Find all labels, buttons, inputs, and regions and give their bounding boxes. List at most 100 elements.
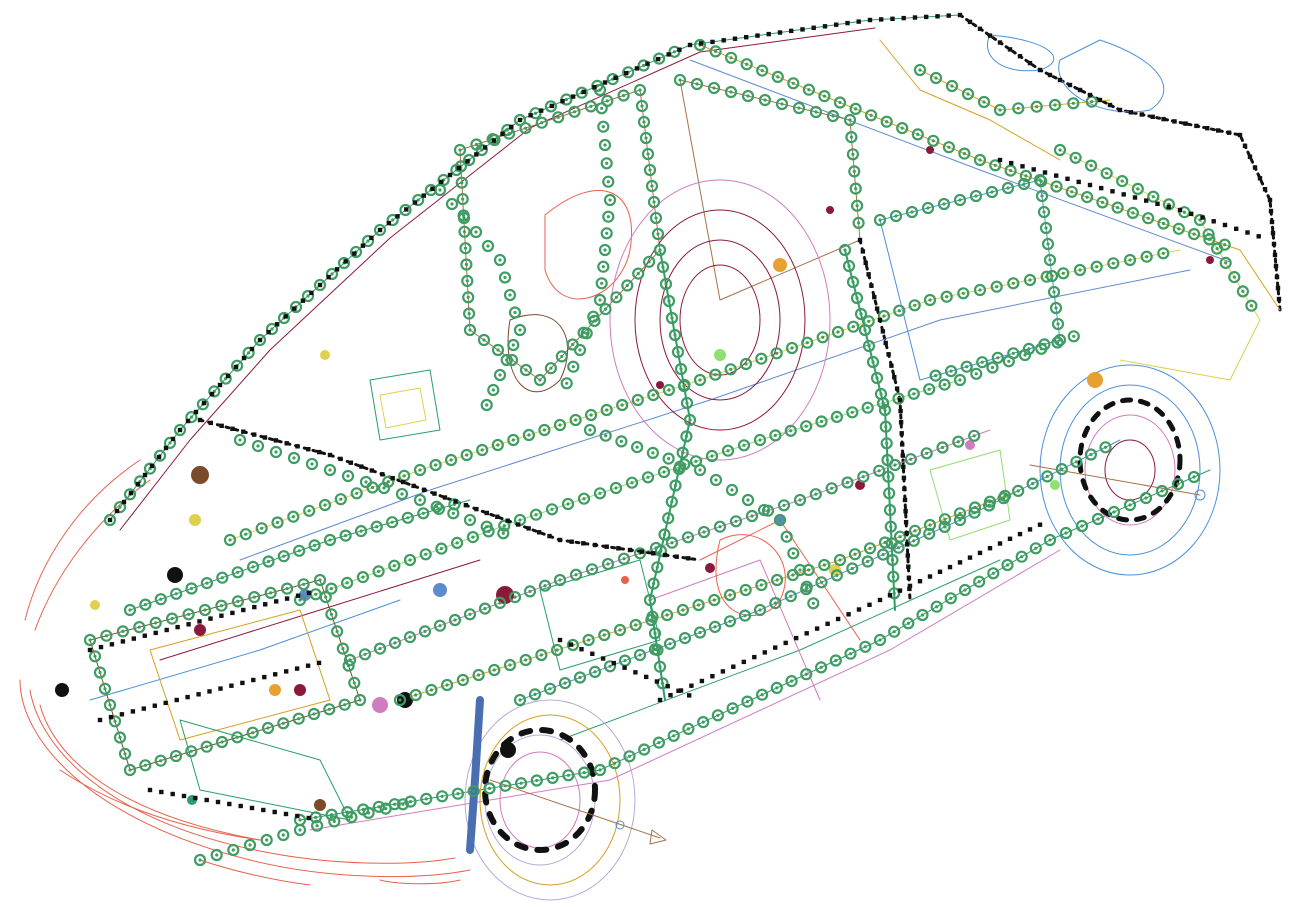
spot-weld-marker — [307, 707, 321, 721]
spot-weld-center — [882, 314, 886, 318]
spot-weld-marker — [800, 668, 813, 681]
spot-weld-center — [1064, 531, 1068, 535]
spot-weld-marker — [1001, 181, 1015, 195]
spot-weld-center — [867, 319, 871, 323]
connector-node — [689, 683, 694, 688]
connector-node — [1189, 211, 1194, 216]
spot-weld-center — [408, 558, 412, 562]
spot-weld-center — [920, 613, 925, 617]
spot-weld-marker — [892, 541, 905, 554]
spot-weld-marker — [769, 596, 782, 610]
spot-weld-center — [927, 532, 931, 536]
spot-weld-marker — [896, 122, 909, 135]
spot-weld-marker — [1049, 301, 1063, 315]
spot-weld-marker — [507, 338, 520, 352]
spot-weld-marker — [1041, 237, 1055, 251]
spot-weld-marker — [671, 345, 685, 359]
spot-weld-marker — [323, 703, 336, 716]
spot-weld-marker — [724, 363, 737, 376]
spot-weld-marker — [325, 608, 338, 621]
spot-weld-marker — [879, 420, 892, 433]
connector-node — [1177, 207, 1183, 213]
spot-weld-marker — [600, 403, 613, 417]
spot-weld-center — [603, 307, 608, 311]
spot-weld-marker — [503, 658, 517, 672]
spot-weld-center — [439, 547, 443, 551]
spot-weld-center — [329, 587, 333, 591]
spot-weld-marker — [1142, 212, 1155, 225]
spot-weld-marker — [617, 89, 630, 102]
spot-weld-center — [1074, 156, 1078, 160]
spot-weld-center — [315, 824, 319, 828]
connector-node — [1216, 128, 1221, 133]
spot-weld-marker — [738, 609, 752, 622]
spot-weld-center — [778, 518, 782, 522]
spot-weld-marker — [633, 547, 647, 560]
spot-weld-marker — [386, 213, 399, 227]
connector-node — [678, 688, 684, 693]
spot-weld-marker — [215, 599, 228, 612]
spot-weld-marker — [578, 766, 591, 779]
connector-node — [622, 665, 627, 670]
spot-weld-marker — [243, 838, 257, 852]
connector-node — [639, 549, 644, 554]
connector-node — [1257, 176, 1263, 181]
spot-weld-center — [713, 373, 717, 377]
spot-weld-marker — [678, 631, 692, 645]
spot-weld-center — [312, 712, 316, 716]
spot-weld-marker — [555, 350, 568, 363]
spot-weld-marker — [339, 529, 352, 542]
spot-weld-marker — [519, 363, 533, 377]
spot-weld-center — [636, 272, 640, 276]
spot-weld-marker — [858, 323, 872, 337]
spot-weld-center — [814, 110, 818, 114]
connector-node — [1031, 167, 1036, 172]
connector-node — [846, 612, 851, 617]
spot-weld-center — [991, 571, 995, 575]
spot-weld-center — [822, 94, 827, 98]
connector-node — [249, 805, 255, 811]
spot-weld-center — [871, 360, 875, 364]
connector-node — [1054, 173, 1059, 178]
spot-weld-center — [1054, 306, 1058, 310]
spot-weld-center — [625, 283, 629, 288]
spot-weld-center — [619, 439, 624, 443]
spot-weld-center — [451, 511, 455, 515]
connector-node — [880, 329, 886, 334]
spot-weld-center — [728, 593, 732, 597]
connector-node — [898, 420, 904, 425]
spot-weld-center — [1027, 347, 1031, 351]
spot-weld-marker — [800, 580, 813, 593]
connector-node — [856, 607, 862, 612]
spot-weld-center — [1103, 445, 1108, 449]
spot-weld-center — [564, 97, 569, 102]
connector-node — [924, 14, 929, 20]
spot-weld-center — [912, 392, 916, 396]
spot-weld-center — [400, 492, 404, 496]
connector-node — [897, 397, 903, 403]
spot-weld-marker — [697, 715, 710, 729]
connector-node — [1247, 154, 1253, 159]
spot-weld-center — [1006, 186, 1010, 190]
spot-weld-marker — [185, 582, 198, 595]
spot-weld-center — [956, 440, 960, 444]
connector-node — [633, 670, 638, 675]
spot-weld-center — [1144, 496, 1148, 500]
connector-node — [147, 787, 153, 793]
spot-weld-center — [281, 721, 285, 725]
connector-node — [421, 193, 426, 198]
spot-weld-marker — [870, 371, 884, 385]
connector-node — [283, 811, 289, 817]
spot-weld-marker — [929, 369, 942, 382]
spot-weld-marker — [451, 787, 464, 800]
spot-weld-center — [835, 573, 839, 578]
spot-weld-marker — [83, 633, 97, 647]
spot-weld-marker — [338, 698, 351, 711]
spot-weld-marker — [356, 570, 369, 584]
spot-weld-center — [189, 586, 194, 591]
spot-weld-marker — [648, 643, 662, 656]
spot-weld-center — [660, 681, 665, 685]
spot-weld-marker — [645, 179, 659, 193]
